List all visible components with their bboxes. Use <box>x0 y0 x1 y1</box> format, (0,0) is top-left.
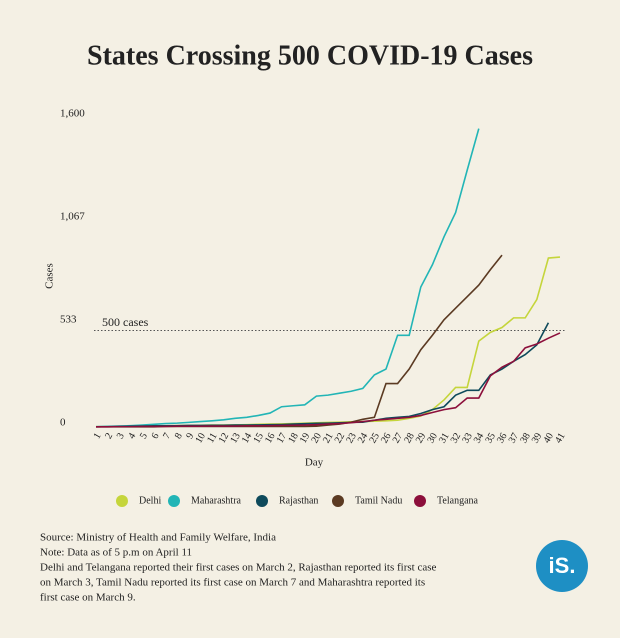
chart-title: States Crossing 500 COVID-19 Cases <box>87 40 533 71</box>
x-tick-label: 8 <box>173 431 185 441</box>
footnote: Note: Data as of 5 p.m on April 11 <box>40 547 192 559</box>
x-tick-label: 7 <box>161 431 173 441</box>
footnote: Delhi and Telangana reported their first… <box>40 562 437 574</box>
x-tick-label: 6 <box>150 431 162 441</box>
x-tick-label: 12 <box>217 431 232 445</box>
x-tick-label: 37 <box>507 431 522 445</box>
x-tick-label: 20 <box>309 431 324 445</box>
series-line <box>95 128 480 428</box>
x-tick-label: 15 <box>251 431 266 445</box>
footnote: on March 3, Tamil Nadu reported its firs… <box>40 577 425 589</box>
reference-label: 500 cases <box>102 315 149 329</box>
legend-label: Maharashtra <box>191 495 242 506</box>
x-tick-label: 32 <box>449 431 464 445</box>
y-tick-label: 0 <box>60 417 66 429</box>
x-tick-label: 36 <box>495 431 510 445</box>
logo: iS. <box>549 553 576 578</box>
x-tick-label: 11 <box>205 431 219 445</box>
x-tick-label: 26 <box>379 431 394 445</box>
legend-label: Rajasthan <box>279 495 318 506</box>
x-tick-label: 29 <box>414 431 429 445</box>
x-tick-label: 3 <box>115 431 127 441</box>
x-tick-label: 10 <box>193 431 208 445</box>
legend-label: Telangana <box>437 495 479 506</box>
x-tick-label: 30 <box>425 431 440 445</box>
x-tick-label: 35 <box>483 431 498 445</box>
x-tick-label: 27 <box>391 431 406 445</box>
x-tick-label: 18 <box>286 431 301 445</box>
x-tick-label: 33 <box>460 431 475 445</box>
x-tick-label: 39 <box>530 431 545 445</box>
x-tick-label: 5 <box>138 431 150 441</box>
x-tick-label: 24 <box>356 431 371 445</box>
x-tick-label: 1 <box>92 431 104 441</box>
x-tick-label: 22 <box>333 431 348 445</box>
y-tick-label: 1,067 <box>60 210 85 222</box>
series-line <box>96 332 561 428</box>
x-tick-label: 4 <box>126 431 138 441</box>
legend-label: Tamil Nadu <box>355 495 402 506</box>
x-tick-label: 13 <box>228 431 243 445</box>
footnote: Source: Ministry of Health and Family We… <box>40 532 276 544</box>
y-tick-label: 1,600 <box>60 108 85 120</box>
x-axis-label: Day <box>305 457 324 469</box>
legend-swatch <box>332 495 344 507</box>
logo-badge <box>536 540 588 592</box>
x-tick-label: 16 <box>263 431 278 445</box>
x-tick-label: 9 <box>184 431 196 441</box>
legend-swatch <box>116 495 128 507</box>
x-tick-label: 38 <box>518 431 533 445</box>
y-tick-label: 533 <box>60 314 77 326</box>
legend-swatch <box>414 495 426 507</box>
legend-label: Delhi <box>139 495 161 506</box>
x-tick-label: 14 <box>240 431 255 445</box>
y-axis-label: Cases <box>44 263 56 289</box>
x-tick-label: 21 <box>321 431 336 445</box>
x-tick-label: 19 <box>298 431 313 445</box>
x-tick-label: 2 <box>103 431 115 441</box>
x-tick-label: 28 <box>402 431 417 445</box>
x-tick-label: 41 <box>553 431 568 445</box>
footnote: first case on March 9. <box>40 592 136 604</box>
x-tick-label: 34 <box>472 431 487 445</box>
x-tick-label: 40 <box>541 431 556 445</box>
x-tick-label: 23 <box>344 431 359 445</box>
legend-swatch <box>256 495 268 507</box>
x-tick-label: 31 <box>437 431 452 445</box>
x-tick-label: 17 <box>275 431 290 445</box>
legend-swatch <box>168 495 180 507</box>
x-tick-label: 25 <box>367 431 382 445</box>
